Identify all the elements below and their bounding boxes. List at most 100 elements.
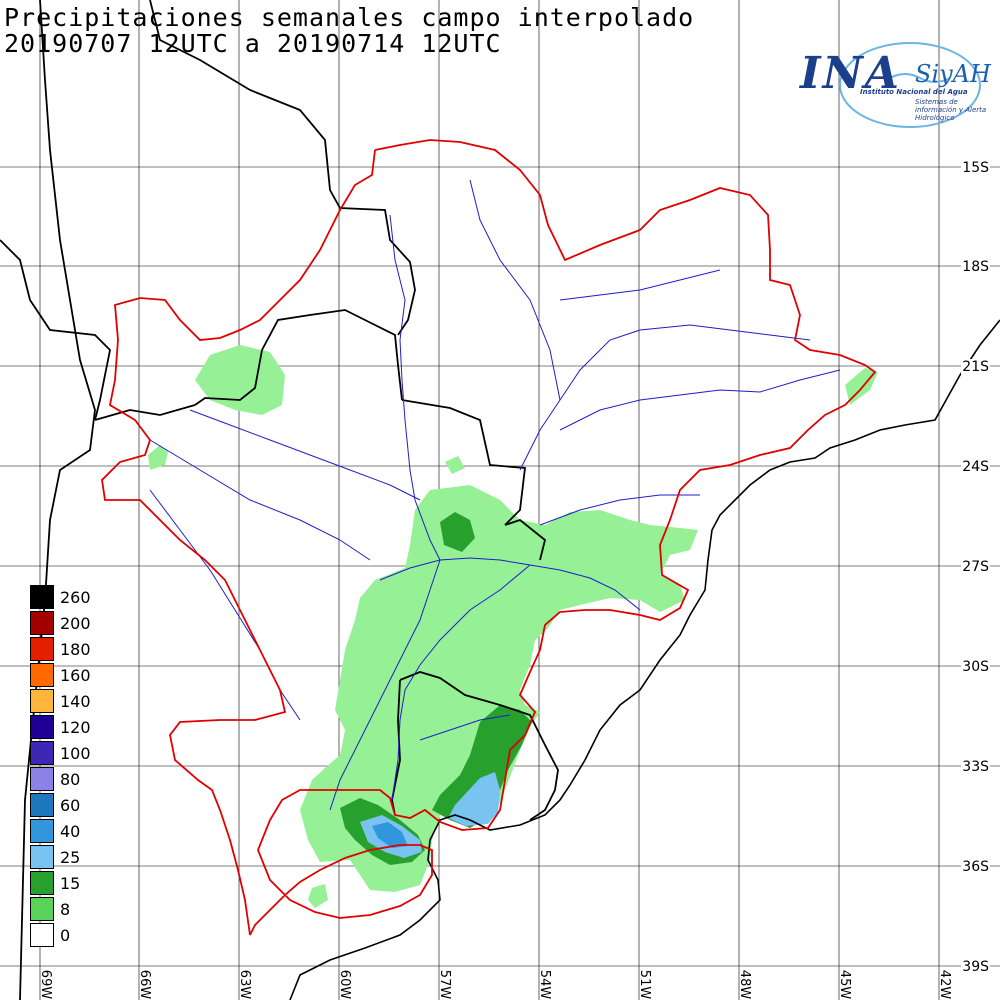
legend-swatch <box>30 663 54 687</box>
uruguay-border <box>399 671 559 821</box>
legend-swatch <box>30 793 54 817</box>
bolivia-brazil-border <box>149 0 416 336</box>
lon-label: 54W <box>537 969 553 1000</box>
legend-item: 180 <box>30 636 91 662</box>
precip-15mm-area <box>440 512 475 552</box>
lat-label: 39S <box>961 959 990 975</box>
basin-outline <box>101 139 877 936</box>
map-title: Precipitaciones semanales campo interpol… <box>4 3 695 32</box>
legend-label: 0 <box>60 925 71 945</box>
plata-basin-border <box>101 139 877 936</box>
legend-item: 40 <box>30 818 91 844</box>
legend-item: 0 <box>30 922 91 948</box>
tiete-river <box>559 369 841 431</box>
uruguay-river <box>391 564 531 801</box>
bolivia-paraguay-border <box>194 309 403 406</box>
lat-label: 33S <box>961 759 990 775</box>
legend-item: 160 <box>30 662 91 688</box>
ina-logo: INA SiyAH Instituto Nacional del Agua Si… <box>790 30 995 130</box>
pilcomayo-river <box>189 409 421 501</box>
logo-ina-text: INA <box>800 48 901 99</box>
parana-lower <box>329 559 441 811</box>
legend-item: 15 <box>30 870 91 896</box>
legend-label: 25 <box>60 847 81 867</box>
lat-label: 21S <box>961 359 990 375</box>
legend-swatch <box>30 741 54 765</box>
lat-label: 27S <box>961 559 990 575</box>
precipitation-legend: 260 200 180 160 140 120 100 80 60 40 25 15 8 0 <box>30 584 91 948</box>
precip-15mm-area <box>432 705 532 828</box>
precip-8mm-area <box>195 345 285 415</box>
legend-label: 40 <box>60 821 81 841</box>
bermejo-river <box>149 439 371 561</box>
legend-swatch <box>30 845 54 869</box>
precip-8mm-area <box>445 456 465 474</box>
lon-label: 66W <box>137 969 153 1000</box>
legend-label: 120 <box>60 717 91 737</box>
precip-8mm-area <box>148 445 168 470</box>
legend-swatch <box>30 767 54 791</box>
parana-river <box>379 557 641 611</box>
legend-item: 8 <box>30 896 91 922</box>
lon-label: 57W <box>437 969 453 1000</box>
legend-swatch <box>30 715 54 739</box>
lat-label: 15S <box>961 160 990 176</box>
legend-item: 60 <box>30 792 91 818</box>
negro-river <box>419 714 511 741</box>
legend-item: 25 <box>30 844 91 870</box>
argentina-bolivia-border <box>94 404 196 421</box>
northern-tributary <box>469 179 561 401</box>
legend-label: 8 <box>60 899 71 919</box>
atlantic-coastline <box>289 319 1000 1000</box>
peru-bolivia-border <box>0 239 111 421</box>
uruguay-west-border <box>391 679 401 816</box>
legend-label: 180 <box>60 639 91 659</box>
legend-swatch <box>30 871 54 895</box>
legend-item: 200 <box>30 610 91 636</box>
logo-institution-text: Instituto Nacional del Agua <box>860 88 968 96</box>
legend-swatch <box>30 611 54 635</box>
legend-label: 80 <box>60 769 81 789</box>
lat-label: 36S <box>961 859 990 875</box>
paraguay-argentina-border <box>401 399 527 526</box>
lon-label: 69W <box>38 969 54 1000</box>
lat-label: 18S <box>961 259 990 275</box>
paraguay-river <box>389 214 441 561</box>
precip-25mm-area <box>448 772 500 826</box>
legend-label: 200 <box>60 613 91 633</box>
logo-tagline-text: Sistemas de información y Alerta Hidroló… <box>915 98 987 122</box>
precip-8mm-area <box>308 884 328 908</box>
legend-swatch <box>30 689 54 713</box>
legend-label: 15 <box>60 873 81 893</box>
legend-swatch <box>30 897 54 921</box>
legend-label: 160 <box>60 665 91 685</box>
legend-label: 260 <box>60 587 91 607</box>
lon-label: 45W <box>837 969 853 1000</box>
logo-arc-icon <box>839 42 981 128</box>
legend-swatch <box>30 819 54 843</box>
legend-label: 140 <box>60 691 91 711</box>
iguazu-river <box>539 494 700 526</box>
coastline <box>289 319 1000 1000</box>
legend-label: 100 <box>60 743 91 763</box>
grande-river <box>639 324 811 341</box>
lon-label: 42W <box>937 969 953 1000</box>
legend-item: 120 <box>30 714 91 740</box>
map-period: 20190707 12UTC a 20190714 12UTC <box>4 29 502 58</box>
precip-40mm-area <box>372 822 408 848</box>
legend-item: 140 <box>30 688 91 714</box>
upper-parana-river <box>519 329 641 471</box>
precip-8mm-area <box>300 485 698 892</box>
lon-label: 63W <box>237 969 253 1000</box>
precip-field <box>148 345 878 908</box>
paranaiba-river <box>559 269 721 301</box>
lat-label: 30S <box>961 659 990 675</box>
legend-swatch <box>30 585 54 609</box>
argentina-brazil-border <box>504 518 547 561</box>
legend-item: 100 <box>30 740 91 766</box>
lon-label: 48W <box>737 969 753 1000</box>
legend-item: 260 <box>30 584 91 610</box>
legend-label: 60 <box>60 795 81 815</box>
